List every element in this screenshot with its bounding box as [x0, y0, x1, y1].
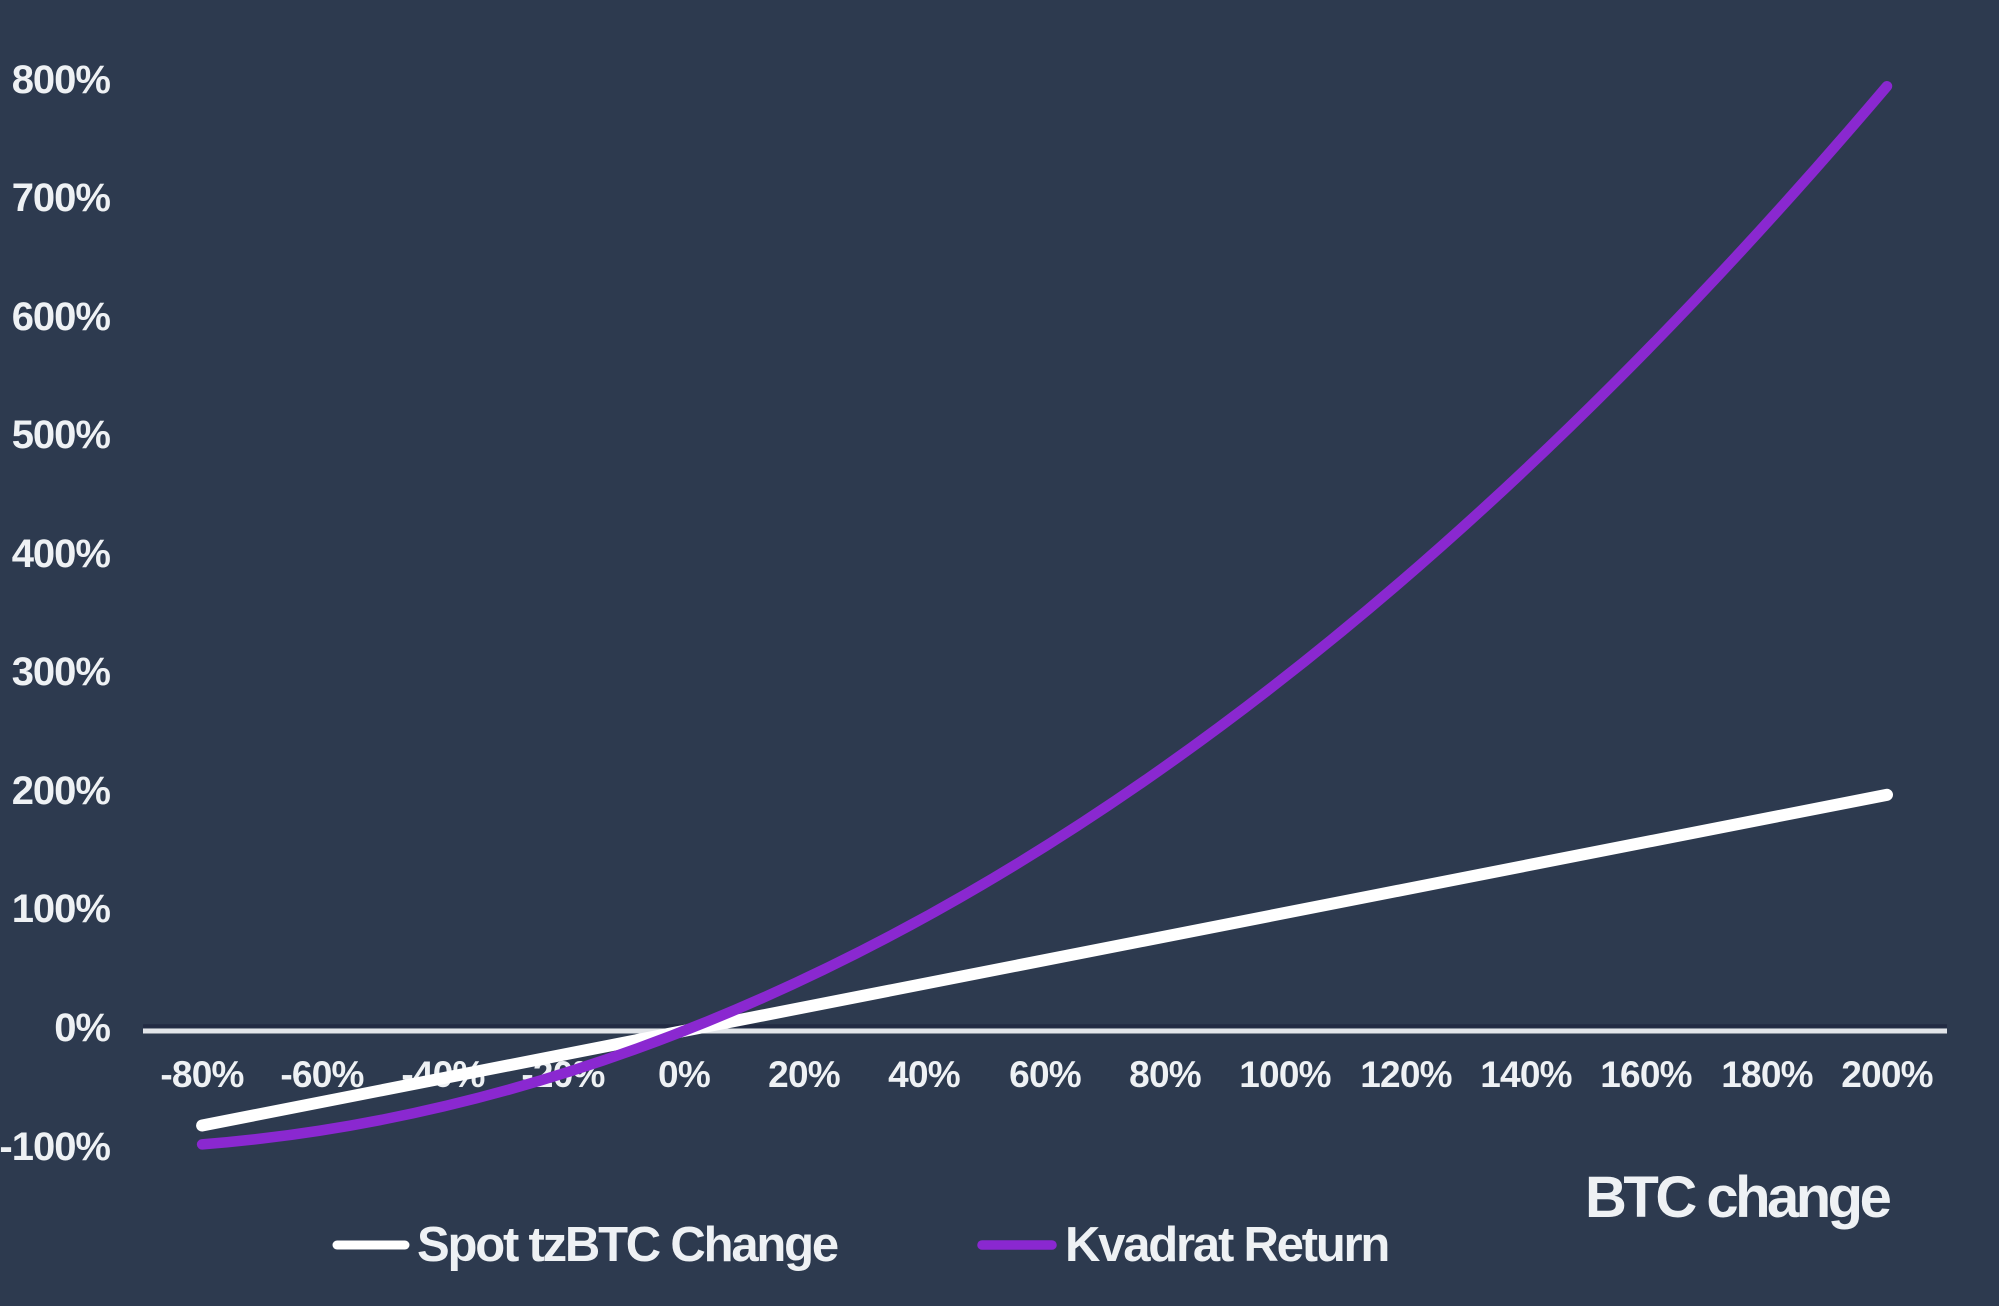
svg-text:40%: 40%: [888, 1054, 960, 1095]
svg-text:300%: 300%: [12, 650, 111, 694]
svg-text:100%: 100%: [12, 887, 111, 931]
svg-text:-60%: -60%: [280, 1054, 363, 1095]
svg-text:120%: 120%: [1360, 1054, 1451, 1095]
svg-text:80%: 80%: [1129, 1054, 1201, 1095]
svg-text:BTC change: BTC change: [1585, 1165, 1891, 1230]
svg-text:0%: 0%: [658, 1054, 710, 1095]
svg-text:160%: 160%: [1600, 1054, 1691, 1095]
svg-text:200%: 200%: [12, 769, 111, 813]
svg-text:200%: 200%: [1841, 1054, 1932, 1095]
svg-text:700%: 700%: [12, 176, 111, 220]
svg-text:-100%: -100%: [0, 1125, 110, 1169]
svg-text:600%: 600%: [12, 295, 111, 339]
svg-text:20%: 20%: [768, 1054, 840, 1095]
svg-text:-80%: -80%: [160, 1054, 243, 1095]
svg-text:140%: 140%: [1480, 1054, 1571, 1095]
svg-text:500%: 500%: [12, 413, 111, 457]
svg-text:60%: 60%: [1009, 1054, 1081, 1095]
svg-text:100%: 100%: [1239, 1054, 1330, 1095]
svg-text:800%: 800%: [12, 58, 111, 102]
svg-text:400%: 400%: [12, 532, 111, 576]
svg-text:180%: 180%: [1721, 1054, 1812, 1095]
svg-text:Kvadrat Return: Kvadrat Return: [1065, 1218, 1388, 1272]
svg-text:Spot tzBTC Change: Spot tzBTC Change: [417, 1218, 838, 1272]
svg-text:0%: 0%: [54, 1006, 110, 1050]
